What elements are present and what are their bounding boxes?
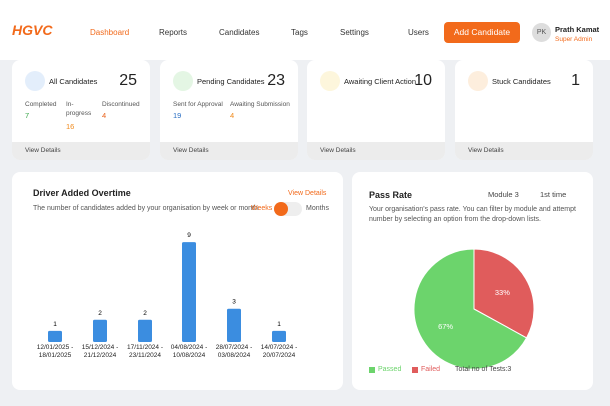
bar: [138, 319, 152, 342]
stat-value: 19: [173, 111, 182, 120]
summary-card: All Candidates 25 Completed 7 In- progress 16…: [12, 60, 150, 160]
view-details[interactable]: View Details: [468, 147, 504, 154]
legend-swatch: [369, 367, 375, 373]
nav-item[interactable]: Reports: [159, 28, 188, 37]
toggle-weeks[interactable]: Weeks: [251, 205, 273, 212]
module-select[interactable]: Module 3: [488, 190, 519, 199]
header: HGVC Add Candidate PK Prath Kamat Super …: [0, 0, 610, 60]
logo: HGVC: [12, 22, 53, 38]
bar-value-label: 2: [143, 310, 147, 317]
summary-card: Pending Candidates 23 Sent for Approval 19 A…: [160, 60, 298, 160]
panel-subtitle: The number of candidates added by your o…: [33, 205, 260, 212]
bar-value-label: 1: [277, 321, 281, 328]
pie-chart: 33% 67%: [413, 248, 535, 370]
bar-value-label: 2: [98, 310, 102, 317]
legend-label: Passed: [378, 366, 402, 373]
x-category-label: 12/01/2025 - 18/01/2025: [36, 344, 74, 359]
stat-value: 4: [102, 111, 107, 120]
card-title: Awaiting Client Action: [344, 77, 416, 86]
x-category-label: 04/08/2024 - 10/08/2024: [170, 344, 208, 359]
card-count: 23: [267, 72, 285, 89]
total-tests: Total no of Tests:3: [455, 366, 512, 373]
nav-item[interactable]: Dashboard: [90, 28, 130, 37]
x-category-label: 15/12/2024 - 21/12/2024: [81, 344, 119, 359]
card-title: Stuck Candidates: [492, 77, 551, 86]
card-footer[interactable]: View Details: [160, 142, 298, 160]
view-details[interactable]: View Details: [320, 147, 356, 154]
nav-item[interactable]: Settings: [340, 28, 369, 37]
bar: [182, 242, 196, 342]
bar-value-label: 9: [187, 232, 191, 239]
nav-item[interactable]: Candidates: [219, 28, 260, 37]
attempt-select[interactable]: 1st time: [540, 190, 567, 199]
add-candidate-button[interactable]: Add Candidate: [444, 22, 520, 43]
card-title: All Candidates: [49, 77, 98, 86]
card-count: 25: [119, 72, 137, 89]
x-category-label: 14/07/2024 - 20/07/2024: [260, 344, 298, 359]
card-footer[interactable]: View Details: [307, 142, 445, 160]
card-icon: [320, 71, 340, 91]
card-icon: [468, 71, 488, 91]
user-role: Super Admin: [555, 36, 593, 43]
summary-card: Stuck Candidates 1 View Details: [455, 60, 593, 160]
toggle-knob: [274, 202, 288, 216]
bar: [227, 308, 241, 342]
toggle[interactable]: [274, 202, 302, 216]
user-name: Prath Kamat: [555, 25, 600, 34]
panel-title: Driver Added Overtime: [33, 188, 131, 198]
bar-chart: 1 2 2 9 3 1: [48, 232, 286, 342]
slice-label: 67%: [438, 322, 453, 331]
card-icon: [25, 71, 45, 91]
bar-value-label: 1: [53, 321, 57, 328]
summary-card: Awaiting Client Action 10 View Details: [307, 60, 445, 160]
bar: [93, 319, 107, 342]
card-count: 1: [571, 72, 580, 89]
avatar[interactable]: PK: [532, 23, 551, 42]
pass-rate-panel: Pass Rate Module 3 1st time Your organis…: [352, 172, 593, 390]
card-footer[interactable]: View Details: [455, 142, 593, 160]
card-icon: [173, 71, 193, 91]
card-footer[interactable]: View Details: [12, 142, 150, 160]
stat-label: Awaiting Submission: [230, 101, 290, 108]
bar: [48, 330, 62, 342]
driver-panel: Driver Added Overtime View Details The n…: [12, 172, 343, 390]
x-category-label: 28/07/2024 - 03/08/2024: [215, 344, 253, 359]
stat-value: 7: [25, 111, 30, 120]
pie-slice: [473, 248, 535, 339]
stat-label: Sent for Approval: [173, 101, 223, 108]
bar: [272, 330, 286, 342]
card-count: 10: [414, 72, 432, 89]
view-details[interactable]: View Details: [25, 147, 61, 154]
stat-value: 4: [230, 111, 235, 120]
stat-label: Completed: [25, 101, 57, 108]
toggle-months[interactable]: Months: [306, 205, 329, 212]
legend-label: Failed: [421, 366, 441, 373]
bar-value-label: 3: [232, 299, 236, 306]
nav-item[interactable]: Tags: [291, 28, 308, 37]
view-details[interactable]: View Details: [173, 147, 209, 154]
pie-slice: [413, 248, 528, 370]
slice-label: 33%: [495, 288, 510, 297]
stat-label: In- progress: [66, 101, 92, 117]
legend-swatch: [412, 367, 418, 373]
description: Your organisation's pass rate. You can f…: [369, 206, 576, 223]
view-details[interactable]: View Details: [288, 190, 327, 197]
panel-title: Pass Rate: [369, 190, 413, 200]
stat-value: 16: [66, 122, 75, 131]
x-category-label: 17/11/2024 - 23/11/2024: [126, 344, 164, 359]
nav-item[interactable]: Users: [408, 28, 429, 37]
stat-label: Discontinued: [102, 101, 140, 108]
card-title: Pending Candidates: [197, 77, 265, 86]
